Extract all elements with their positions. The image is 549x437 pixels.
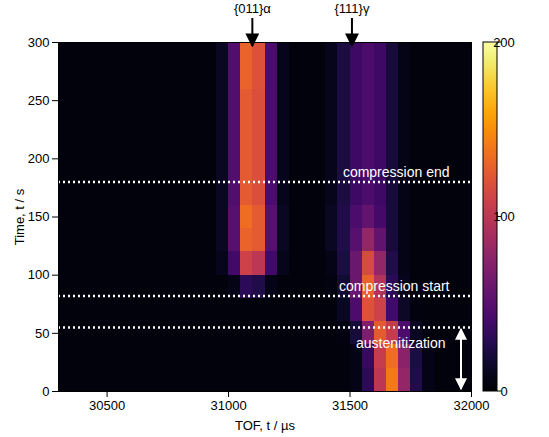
svg-text:0: 0 xyxy=(42,384,49,399)
svg-text:31500: 31500 xyxy=(332,398,368,413)
svg-text:31000: 31000 xyxy=(210,398,246,413)
svg-text:Time, t / s: Time, t / s xyxy=(12,188,27,245)
svg-text:30500: 30500 xyxy=(89,398,125,413)
svg-text:austenitization: austenitization xyxy=(356,335,446,351)
svg-text:300: 300 xyxy=(28,35,50,50)
svg-text:{011}α: {011}α xyxy=(234,1,271,16)
svg-text:100: 100 xyxy=(28,267,50,282)
svg-text:compression end: compression end xyxy=(343,164,450,180)
svg-text:150: 150 xyxy=(28,209,50,224)
svg-text:200: 200 xyxy=(493,35,515,50)
svg-text:100: 100 xyxy=(493,209,515,224)
svg-text:0: 0 xyxy=(500,384,507,399)
svg-text:TOF, t / µs: TOF, t / µs xyxy=(235,418,295,433)
svg-text:{111}γ: {111}γ xyxy=(334,1,369,16)
svg-text:compression start: compression start xyxy=(339,278,450,294)
svg-text:50: 50 xyxy=(35,325,49,340)
svg-text:250: 250 xyxy=(28,93,50,108)
svg-text:32000: 32000 xyxy=(453,398,489,413)
svg-text:200: 200 xyxy=(28,151,50,166)
